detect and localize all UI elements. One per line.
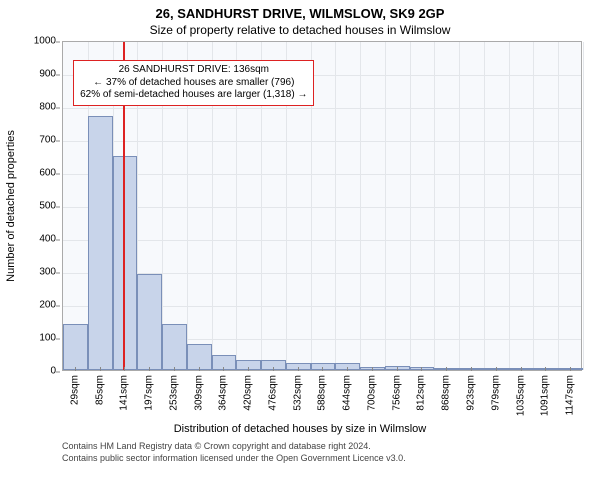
grid-v: [459, 42, 460, 370]
x-tick: 868sqm: [441, 375, 452, 411]
x-tick-mark: [421, 367, 422, 371]
annotation-line1: 26 SANDHURST DRIVE: 136sqm: [80, 64, 307, 77]
y-axis-label: Number of detached properties: [4, 41, 18, 371]
grid-v: [558, 42, 559, 370]
grid-v: [583, 42, 584, 370]
grid-v: [410, 42, 411, 370]
x-tick-mark: [322, 367, 323, 371]
plot-area: 26 SANDHURST DRIVE: 136sqm ← 37% of deta…: [62, 41, 582, 371]
chart-title-sub: Size of property relative to detached ho…: [0, 21, 600, 41]
x-tick-mark: [100, 367, 101, 371]
x-tick: 253sqm: [168, 375, 179, 411]
y-tick: 900: [22, 69, 56, 80]
x-tick-mark: [521, 367, 522, 371]
x-tick: 29sqm: [69, 375, 80, 405]
x-tick: 309sqm: [193, 375, 204, 411]
grid-h: [63, 240, 581, 241]
x-tick: 141sqm: [119, 375, 130, 411]
histogram-bar: [63, 324, 88, 370]
chart-outer: Number of detached properties 0100200300…: [0, 41, 600, 371]
x-axis-ticks: 29sqm 85sqm 141sqm 197sqm 253sqm 309sqm 364sqm…: [62, 371, 582, 421]
x-tick: 644sqm: [342, 375, 353, 411]
y-tick: 0: [22, 366, 56, 377]
x-tick: 85sqm: [94, 375, 105, 405]
x-tick-mark: [223, 367, 224, 371]
x-tick-mark: [496, 367, 497, 371]
x-tick-mark: [471, 367, 472, 371]
footer: Contains HM Land Registry data © Crown c…: [0, 435, 600, 464]
y-tick: 700: [22, 135, 56, 146]
y-tick: 200: [22, 300, 56, 311]
x-tick-mark: [372, 367, 373, 371]
y-axis-ticks: 01002003004005006007008009001000: [22, 41, 60, 371]
x-axis-label: Distribution of detached houses by size …: [0, 421, 600, 435]
x-tick: 588sqm: [317, 375, 328, 411]
x-tick-mark: [347, 367, 348, 371]
grid-v: [533, 42, 534, 370]
x-tick: 420sqm: [243, 375, 254, 411]
footer-line1: Contains HM Land Registry data © Crown c…: [62, 441, 592, 453]
x-tick-mark: [124, 367, 125, 371]
y-tick: 500: [22, 201, 56, 212]
x-tick: 364sqm: [218, 375, 229, 411]
x-tick: 1091sqm: [540, 375, 551, 416]
footer-line2: Contains public sector information licen…: [62, 453, 592, 465]
grid-v: [360, 42, 361, 370]
x-tick: 1035sqm: [515, 375, 526, 416]
title-block: 26, SANDHURST DRIVE, WILMSLOW, SK9 2GP S…: [0, 0, 600, 41]
x-tick-mark: [248, 367, 249, 371]
grid-v: [385, 42, 386, 370]
x-tick: 923sqm: [466, 375, 477, 411]
grid-v: [434, 42, 435, 370]
x-tick: 197sqm: [144, 375, 155, 411]
x-tick-mark: [570, 367, 571, 371]
x-tick: 1147sqm: [565, 375, 576, 415]
annotation-box: 26 SANDHURST DRIVE: 136sqm ← 37% of deta…: [73, 60, 314, 106]
x-tick-mark: [174, 367, 175, 371]
x-tick: 812sqm: [416, 375, 427, 411]
histogram-bar: [88, 116, 113, 370]
x-tick: 532sqm: [292, 375, 303, 411]
x-tick-mark: [545, 367, 546, 371]
grid-v: [335, 42, 336, 370]
x-tick-mark: [446, 367, 447, 371]
y-tick: 300: [22, 267, 56, 278]
x-tick-mark: [397, 367, 398, 371]
x-tick: 476sqm: [267, 375, 278, 411]
chart-title-main: 26, SANDHURST DRIVE, WILMSLOW, SK9 2GP: [0, 0, 600, 21]
x-tick-mark: [273, 367, 274, 371]
annotation-line3: 62% of semi-detached houses are larger (…: [80, 89, 307, 102]
grid-v: [484, 42, 485, 370]
annotation-line2: ← 37% of detached houses are smaller (79…: [80, 77, 307, 90]
y-tick: 600: [22, 168, 56, 179]
x-tick-mark: [298, 367, 299, 371]
x-tick-mark: [199, 367, 200, 371]
grid-h: [63, 108, 581, 109]
x-tick-mark: [75, 367, 76, 371]
y-tick: 100: [22, 333, 56, 344]
y-tick: 1000: [22, 36, 56, 47]
grid-h: [63, 141, 581, 142]
grid-h: [63, 207, 581, 208]
grid-h: [63, 174, 581, 175]
histogram-bar: [162, 324, 187, 370]
x-tick-mark: [149, 367, 150, 371]
x-tick: 756sqm: [391, 375, 402, 411]
grid-v: [509, 42, 510, 370]
x-tick: 700sqm: [366, 375, 377, 411]
y-tick: 800: [22, 102, 56, 113]
x-tick: 979sqm: [490, 375, 501, 411]
histogram-bar: [137, 274, 162, 370]
y-tick: 400: [22, 234, 56, 245]
